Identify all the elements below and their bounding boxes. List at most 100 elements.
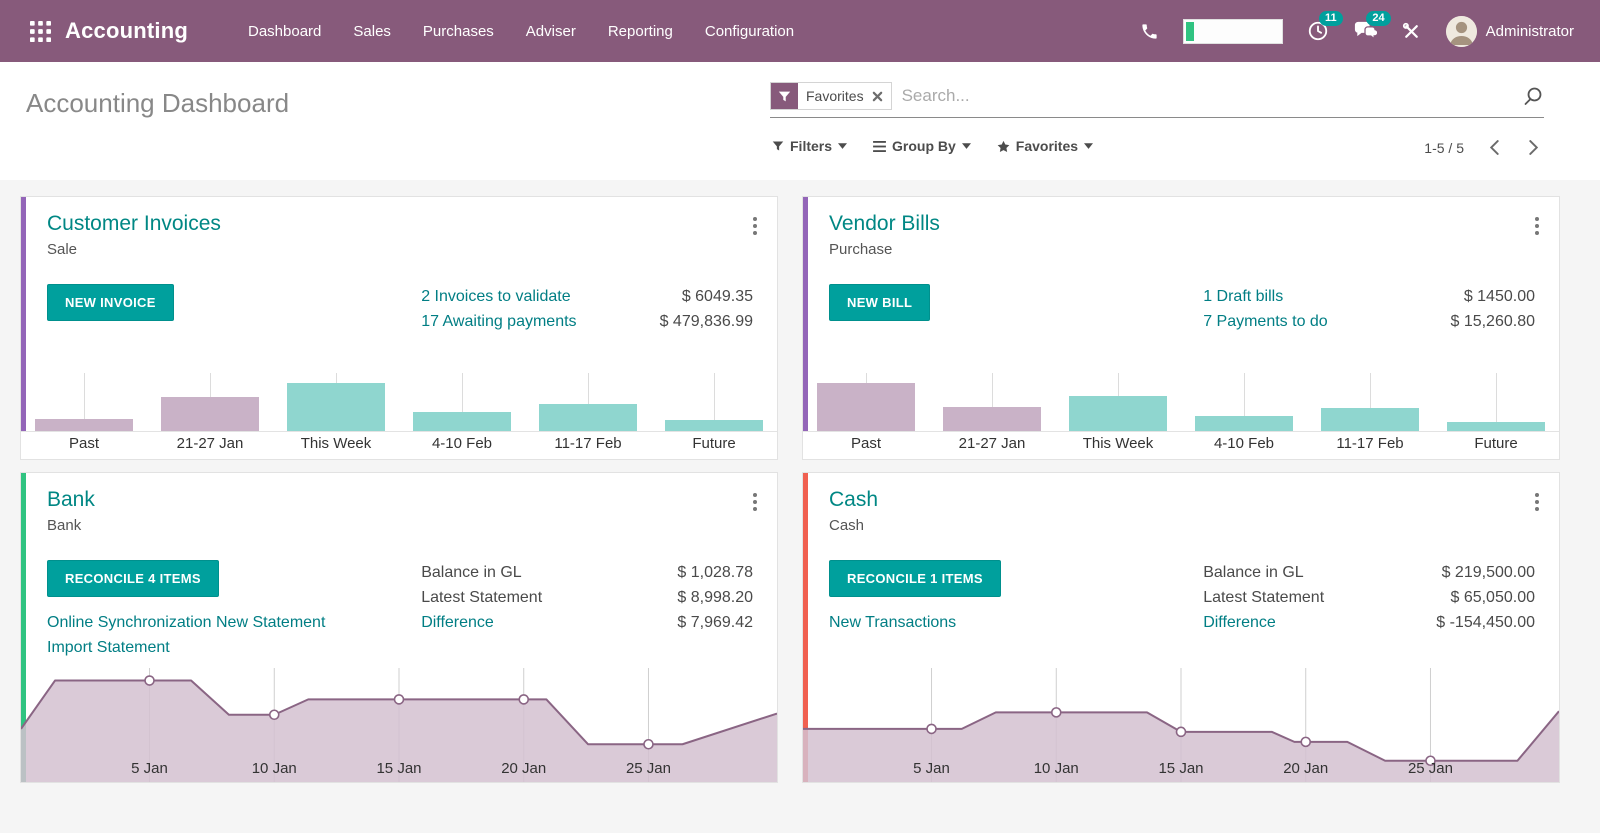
new-bill-button[interactable]: NEW BILL (829, 284, 931, 321)
card-stats: Balance in GL $ 219,500.00 Latest Statem… (1203, 560, 1535, 635)
funnel-icon (772, 141, 784, 151)
bar-past[interactable] (816, 383, 916, 431)
payments-to-do-link[interactable]: 7 Payments to do (1203, 313, 1328, 330)
x-tick-label: 5 Jan (913, 760, 950, 777)
x-tick-label: This Week (1082, 435, 1154, 452)
apps-grid-icon[interactable] (30, 20, 51, 42)
filters-button[interactable]: Filters (772, 138, 848, 154)
kebab-menu-icon[interactable] (1531, 213, 1543, 239)
invoices-to-validate-link[interactable]: 2 Invoices to validate (421, 288, 571, 305)
x-tick-label: Future (1474, 435, 1518, 452)
bar-this-week[interactable] (286, 383, 386, 431)
difference-link[interactable]: Difference (1203, 614, 1276, 631)
bar-21-27-jan[interactable] (160, 397, 260, 431)
card-title[interactable]: Vendor Bills (829, 212, 940, 235)
bar-11-17-feb[interactable] (538, 404, 638, 431)
bar-slot (1433, 373, 1559, 431)
area-chart-svg (21, 668, 777, 782)
phone-icon[interactable] (1140, 22, 1159, 41)
balance-in-gl-label: Balance in GL (1203, 564, 1304, 581)
search-icon[interactable] (1522, 85, 1544, 107)
kebab-menu-icon[interactable] (1531, 489, 1543, 515)
facet-close-icon[interactable] (872, 91, 883, 102)
bar-21-27-jan[interactable] (942, 407, 1042, 431)
card-subtitle: Purchase (829, 241, 893, 258)
bar-4-10-feb[interactable] (412, 412, 512, 431)
card-cash: Cash Cash RECONCILE 1 ITEMS New Transact… (802, 472, 1560, 783)
reconcile-items-button[interactable]: RECONCILE 1 ITEMS (829, 560, 1001, 597)
bar-4-10-feb[interactable] (1194, 416, 1294, 431)
nav-item-sales[interactable]: Sales (353, 22, 391, 40)
bar-slot (651, 373, 777, 431)
nav-item-purchases[interactable]: Purchases (422, 22, 494, 40)
trend-line (21, 679, 777, 746)
stat-row: 7 Payments to do $ 15,260.80 (1203, 309, 1535, 334)
bar-future[interactable] (664, 420, 764, 431)
card-stats: 1 Draft bills $ 1450.00 7 Payments to do… (1203, 284, 1535, 334)
gridline (1496, 373, 1497, 431)
data-point (1300, 736, 1312, 748)
stat-amount: $ 7,969.42 (677, 614, 753, 631)
difference-link[interactable]: Difference (421, 614, 494, 631)
timer-input[interactable] (1182, 18, 1283, 44)
journal-color-stripe (21, 473, 26, 782)
card-title[interactable]: Bank (47, 488, 95, 511)
messages-chat-icon[interactable]: 24 (1353, 11, 1391, 42)
search-input[interactable] (891, 86, 1522, 106)
gridline (84, 373, 85, 431)
x-tick-label: 4-10 Feb (431, 435, 493, 452)
gridline (992, 373, 993, 431)
facet-label: Favorites (806, 88, 864, 104)
kebab-menu-icon[interactable] (749, 213, 761, 239)
activities-clock-icon[interactable]: 11 (1307, 11, 1343, 42)
app-name[interactable]: Accounting (65, 18, 188, 43)
card-title[interactable]: Customer Invoices (47, 212, 221, 235)
new-statement-link[interactable]: New Statement (216, 614, 326, 631)
bar-past[interactable] (34, 419, 134, 431)
x-tick-label: 4-10 Feb (1213, 435, 1275, 452)
avatar (1445, 15, 1477, 47)
gridline (1244, 373, 1245, 431)
search-options: Filters Group By Favorites (772, 138, 1094, 154)
nav-item-configuration[interactable]: Configuration (704, 22, 795, 40)
reconcile-items-button[interactable]: RECONCILE 4 ITEMS (47, 560, 219, 597)
nav-item-dashboard[interactable]: Dashboard (248, 22, 322, 40)
user-name: Administrator (1485, 22, 1574, 40)
pager-prev-icon[interactable] (1486, 138, 1503, 157)
card-title[interactable]: Cash (829, 488, 879, 511)
nav-item-reporting[interactable]: Reporting (607, 22, 673, 40)
user-menu[interactable]: Administrator (1445, 15, 1574, 47)
stat-row: Difference $ -154,450.00 (1203, 610, 1535, 635)
new-transactions-link[interactable]: New Transactions (829, 614, 957, 631)
pager-next-icon[interactable] (1525, 138, 1542, 157)
online-synchronization-link[interactable]: Online Synchronization (47, 614, 212, 631)
card-subtitle: Bank (47, 517, 82, 534)
import-statement-link[interactable]: Import Statement (47, 639, 170, 656)
gridline (1370, 373, 1371, 431)
awaiting-payments-link[interactable]: 17 Awaiting payments (421, 313, 577, 330)
bills-bar-chart: Past 21-27 Jan This Week 4-10 Feb 11-17 Feb F… (803, 373, 1559, 459)
favorites-button[interactable]: Favorites (997, 138, 1094, 154)
bar-future[interactable] (1446, 422, 1546, 431)
bar-11-17-feb[interactable] (1320, 408, 1420, 431)
area-fill (803, 711, 1559, 782)
stat-row: Latest Statement $ 65,050.00 (1203, 585, 1535, 610)
tools-icon[interactable] (1401, 21, 1422, 42)
kebab-menu-icon[interactable] (749, 489, 761, 515)
hamburger-icon (873, 140, 886, 152)
nav-item-adviser[interactable]: Adviser (525, 22, 576, 40)
x-tick-label: 25 Jan (1407, 760, 1453, 777)
draft-bills-link[interactable]: 1 Draft bills (1203, 288, 1284, 305)
search-area: Favorites (770, 82, 1544, 118)
filters-label: Filters (790, 138, 833, 154)
new-invoice-button[interactable]: NEW INVOICE (47, 284, 174, 321)
control-panel: Accounting Dashboard Favorites (0, 62, 1600, 180)
bar-this-week[interactable] (1068, 396, 1168, 431)
data-point (1175, 726, 1187, 738)
activity-count-badge: 11 (1319, 11, 1343, 26)
latest-statement-label: Latest Statement (421, 589, 543, 606)
stat-row: Balance in GL $ 219,500.00 (1203, 560, 1535, 585)
stat-row: Difference $ 7,969.42 (421, 610, 753, 635)
group-by-button[interactable]: Group By (873, 138, 971, 154)
card-vendor-bills: Vendor Bills Purchase NEW BILL 1 Draft b… (802, 196, 1560, 460)
